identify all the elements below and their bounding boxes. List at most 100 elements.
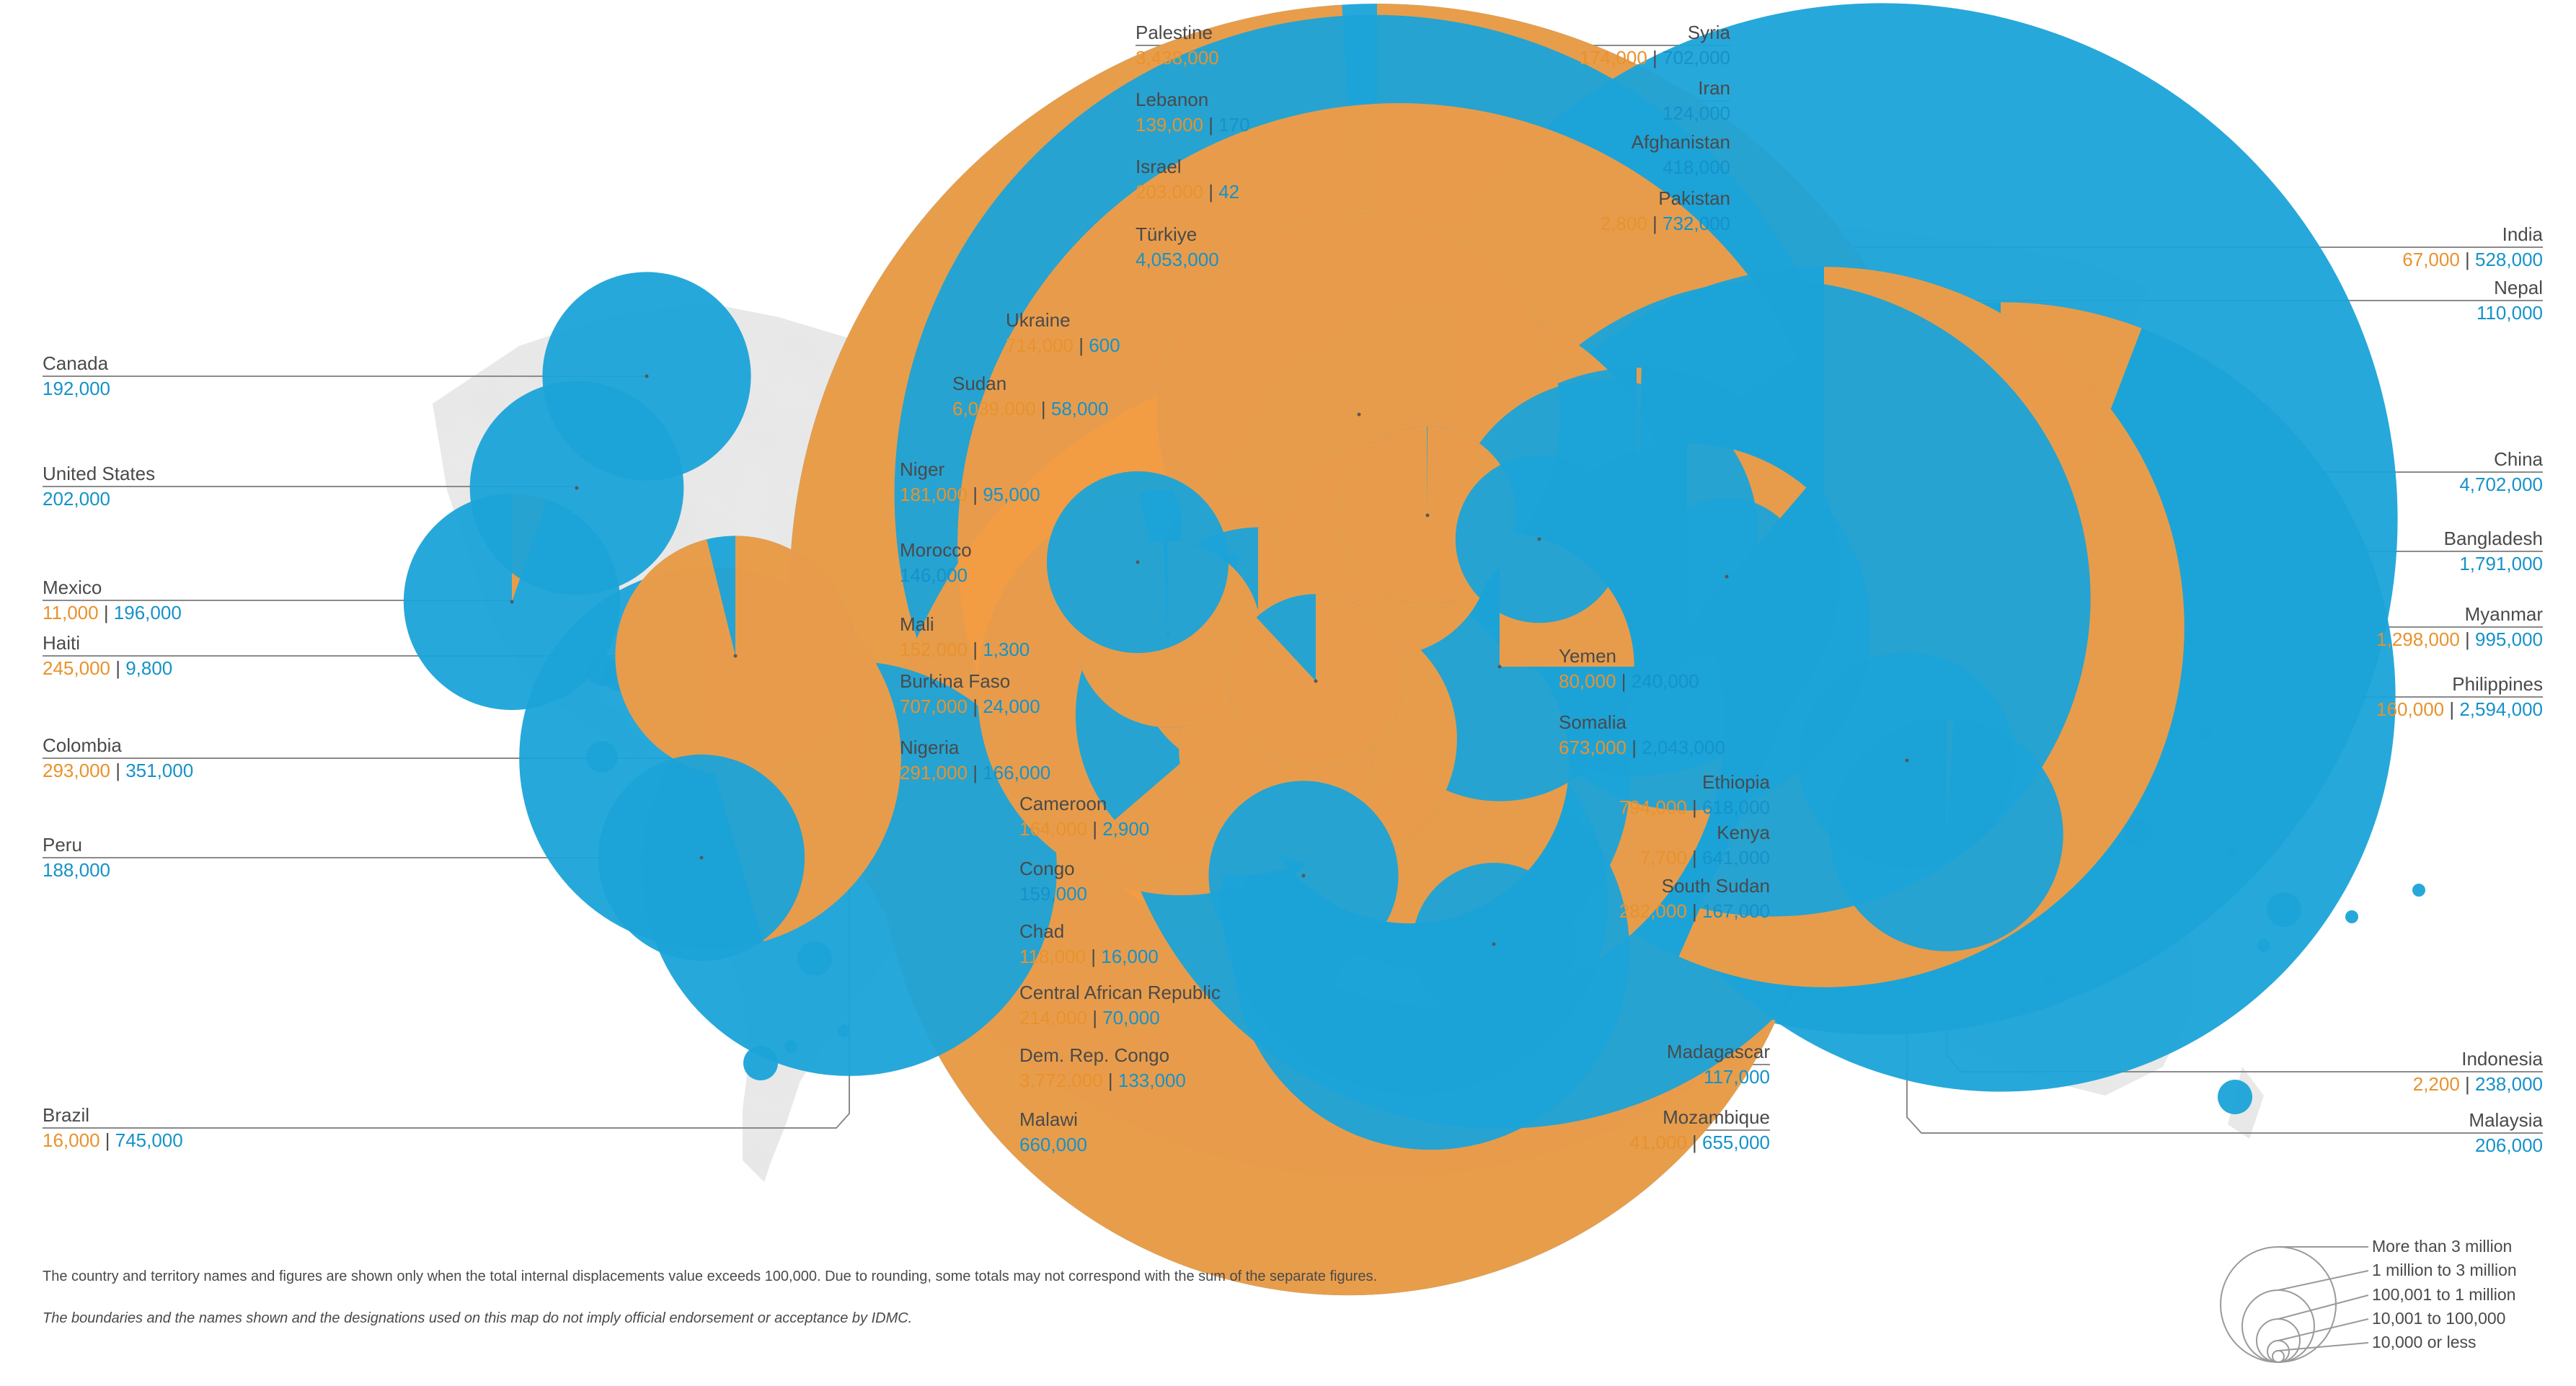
conflict-value: 293,000: [43, 760, 110, 781]
conflict-value: 16,000: [43, 1129, 100, 1151]
label-philippines: Philippines 160,000 | 2,594,000: [2376, 672, 2543, 722]
disaster-value: 660,000: [1019, 1134, 1087, 1155]
country-values: 291,000 | 166,000: [900, 760, 1050, 786]
conflict-value: 2,200: [2412, 1073, 2460, 1095]
label-lebanon: Lebanon 139,000 | 170: [1136, 87, 1250, 138]
label-malaysia: Malaysia 206,000: [2469, 1108, 2543, 1158]
conflict-value: 214,000: [1019, 1007, 1087, 1029]
disaster-value: 418,000: [1663, 156, 1730, 178]
label-china: China 4,702,000: [2459, 447, 2543, 497]
country-name: Philippines: [2452, 673, 2543, 695]
country-name: Colombia: [43, 734, 122, 756]
disaster-value: 159,000: [1019, 883, 1087, 905]
leader-dot-haiti: [733, 654, 738, 658]
conflict-value: 174,000: [1579, 47, 1647, 68]
label-syria: Syria 174,000 | 702,000: [1580, 20, 1730, 71]
leader-dot-nepal: [1725, 574, 1729, 579]
legend-label-2: 100,001 to 1 million: [2372, 1285, 2516, 1304]
country-values: 160,000 | 2,594,000: [2376, 697, 2543, 722]
country-values: 707,000 | 24,000: [900, 694, 1040, 719]
label-burkina-faso: Burkina Faso 707,000 | 24,000: [900, 669, 1040, 719]
value-separator: |: [2459, 1073, 2476, 1095]
value-separator: |: [2444, 698, 2460, 720]
country-values: 794,000 | 618,000: [1619, 795, 1770, 820]
conflict-value: 2,800: [1600, 213, 1647, 234]
country-values: 117,000: [1667, 1065, 1770, 1090]
country-values: 16,000 | 745,000: [43, 1128, 183, 1153]
value-separator: |: [1626, 737, 1642, 758]
disaster-value: 995,000: [2475, 628, 2543, 650]
value-separator: |: [110, 657, 126, 679]
disaster-value: 167,000: [1702, 900, 1770, 922]
disaster-value: 4,053,000: [1136, 249, 1219, 270]
country-values: 181,000 | 95,000: [900, 482, 1040, 507]
country-name: Burkina Faso: [900, 670, 1011, 692]
disaster-value: 2,900: [1102, 818, 1150, 840]
country-values: 174,000 | 702,000: [1580, 45, 1730, 71]
country-values: 206,000: [2469, 1133, 2543, 1158]
country-values: 110,000: [2477, 301, 2543, 326]
displacement-bubbles: [403, 3, 2425, 1296]
value-separator: |: [2459, 628, 2476, 650]
value-separator: |: [1035, 398, 1051, 419]
country-name: Morocco: [900, 539, 972, 561]
disaster-value: 238,000: [2475, 1073, 2543, 1095]
label-morocco: Morocco 146,000: [900, 538, 972, 588]
disaster-value: 42: [1218, 181, 1240, 203]
country-values: 118,000 | 16,000: [1019, 944, 1159, 969]
disaster-value: 95,000: [983, 484, 1040, 505]
label-united-states: United States 202,000: [43, 461, 155, 512]
label-somalia: Somalia 673,000 | 2,043,000: [1559, 710, 1725, 760]
disaster-value: 16,000: [1101, 946, 1159, 967]
conflict-value: 160,000: [2376, 698, 2445, 720]
conflict-value: 6,039,000: [952, 398, 1036, 419]
country-values: 192,000: [43, 376, 110, 401]
legend-tick-100k-1m: [2278, 1294, 2369, 1320]
conflict-value: 245,000: [43, 657, 110, 679]
leader-dot-yemen: [1497, 665, 1502, 669]
country-values: 164,000 | 2,900: [1019, 817, 1149, 842]
label-pakistan: Pakistan 2,800 | 732,000: [1601, 186, 1730, 236]
country-name: Somalia: [1559, 711, 1626, 733]
country-values: 152,000 | 1,300: [900, 637, 1030, 662]
value-separator: |: [1616, 670, 1632, 692]
leader-dot-madagascar: [1492, 942, 1496, 946]
conflict-value: 707,000: [900, 696, 968, 717]
conflict-value: 139,000: [1136, 114, 1203, 136]
country-name: Mozambique: [1663, 1106, 1770, 1128]
conflict-value: 1,298,000: [2376, 628, 2460, 650]
disaster-value: 702,000: [1663, 47, 1730, 68]
country-values: 714,000 | 600: [1006, 333, 1120, 358]
leader-dot-lebanon: [1425, 513, 1430, 517]
value-separator: |: [98, 602, 114, 623]
label-myanmar: Myanmar 1,298,000 | 995,000: [2376, 602, 2543, 652]
country-name: Niger: [900, 458, 945, 480]
country-name: Myanmar: [2464, 603, 2543, 625]
value-separator: |: [1647, 213, 1663, 234]
country-name: China: [2494, 448, 2543, 470]
country-name: Nigeria: [900, 737, 960, 758]
conflict-value: 118,000: [1019, 946, 1086, 967]
leader-dot-ukraine: [1357, 412, 1361, 417]
label-afghanistan: Afghanistan 418,000: [1632, 130, 1730, 180]
country-values: 67,000 | 528,000: [2402, 247, 2543, 272]
country-name: South Sudan: [1661, 875, 1770, 897]
country-values: 293,000 | 351,000: [43, 758, 193, 783]
label-t-rkiye: Türkiye 4,053,000: [1136, 222, 1219, 272]
country-name: Nepal: [2494, 277, 2543, 298]
disaster-value: 240,000: [1631, 670, 1699, 692]
disaster-value: 655,000: [1702, 1132, 1770, 1153]
disaster-value: 2,594,000: [2459, 698, 2543, 720]
country-name: Mali: [900, 613, 934, 635]
disaster-value: 745,000: [115, 1129, 183, 1151]
conflict-value: 714,000: [1006, 334, 1074, 356]
leader-dot-chad: [1314, 679, 1318, 683]
country-values: 4,053,000: [1136, 247, 1219, 272]
value-separator: |: [1686, 1132, 1703, 1153]
minor-bubble-63: [2218, 1080, 2252, 1114]
country-values: 214,000 | 70,000: [1019, 1005, 1221, 1031]
value-separator: |: [1086, 1007, 1103, 1029]
conflict-value: 181,000: [900, 484, 968, 505]
country-name: Yemen: [1559, 645, 1616, 667]
conflict-value: 673,000: [1559, 737, 1626, 758]
